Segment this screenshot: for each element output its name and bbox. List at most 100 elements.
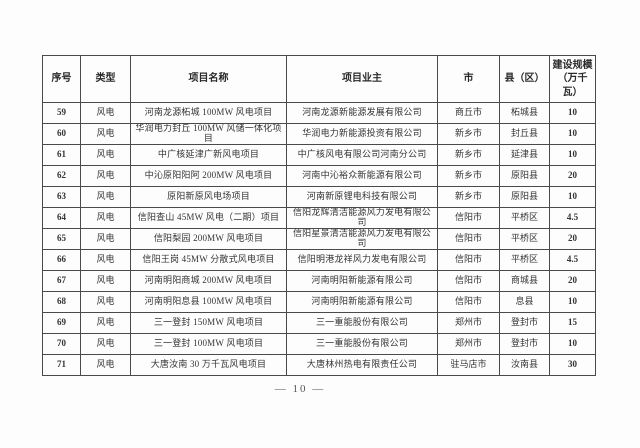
cell-city: 新乡市 xyxy=(437,186,500,208)
table-header-row: 序号 类型 项目名称 项目业主市县（区） 建设规模 （万千瓦） xyxy=(42,55,596,103)
wind-projects-table: 序号 类型 项目名称 项目业主市县（区） 建设规模 （万千瓦） 59 风电 河南龙源柘城 1… xyxy=(42,55,596,376)
cell-scale: 10 xyxy=(549,123,596,145)
cell-owner: 大唐林州热电有限责任公司 xyxy=(286,354,438,376)
cell-index: 59 xyxy=(42,102,81,124)
cell-name: 河南明阳息县 100MW 风电项目 xyxy=(130,291,287,313)
cell-index: 67 xyxy=(42,270,81,292)
cell-index: 62 xyxy=(42,165,81,187)
table-row: 69 风电 三一登封 150MW 风电项目 三一重能股份有限公司 郑州市 登封市 15 xyxy=(42,312,596,334)
table-row: 66 风电 信阳王岗 45MW 分散式风电项目 信阳明港龙祥风力发电有限公司 信阳市 平桥… xyxy=(42,249,596,271)
cell-name: 原阳新原风电场项目 xyxy=(130,186,287,208)
cell-county: 原阳县 xyxy=(499,186,550,208)
page-number: — 10 — xyxy=(274,383,326,395)
cell-scale: 10 xyxy=(549,291,596,313)
cell-owner: 信阳明港龙祥风力发电有限公司 xyxy=(286,249,438,271)
cell-owner: 河南龙源新能源发展有限公司 xyxy=(286,102,438,124)
cell-owner: 信阳星景清洁能源风力发电有限公司 xyxy=(286,228,438,250)
cell-city: 新乡市 xyxy=(437,123,500,145)
table-row: 61 风电 中广核延津广新风电项目 中广核风电有限公司河南分公司 新乡市 延津县 10 xyxy=(42,144,596,166)
cell-index: 71 xyxy=(42,354,81,376)
cell-type: 风电 xyxy=(80,312,131,334)
cell-city: 信阳市 xyxy=(437,270,500,292)
column-header-county: 县（区） xyxy=(499,55,550,103)
cell-name: 信阳查山 45MW 风电（二期）项目 xyxy=(130,207,287,229)
cell-county: 封丘县 xyxy=(499,123,550,145)
cell-type: 风电 xyxy=(80,354,131,376)
cell-type: 风电 xyxy=(80,270,131,292)
cell-type: 风电 xyxy=(80,291,131,313)
cell-index: 64 xyxy=(42,207,81,229)
cell-scale: 10 xyxy=(549,186,596,208)
cell-scale: 15 xyxy=(549,312,596,334)
cell-city: 新乡市 xyxy=(437,144,500,166)
cell-index: 65 xyxy=(42,228,81,250)
cell-scale: 20 xyxy=(549,165,596,187)
column-header-name: 项目名称 xyxy=(130,55,287,103)
cell-scale: 10 xyxy=(549,144,596,166)
table-row: 65 风电 信阳梨园 200MW 风电项目 信阳星景清洁能源风力发电有限公司 信阳市 平桥… xyxy=(42,228,596,250)
cell-city: 信阳市 xyxy=(437,207,500,229)
cell-index: 68 xyxy=(42,291,81,313)
cell-name: 中广核延津广新风电项目 xyxy=(130,144,287,166)
cell-owner: 河南明阳新能源有限公司 xyxy=(286,291,438,313)
cell-owner: 河南明阳新能源有限公司 xyxy=(286,270,438,292)
table-row: 63 风电 原阳新原风电场项目 河南新原锂电科技有限公司 新乡市 原阳县 10 xyxy=(42,186,596,208)
cell-type: 风电 xyxy=(80,123,131,145)
table-row: 71 风电 大唐汝南 30 万千瓦风电项目 大唐林州热电有限责任公司 驻马店市 汝南县 30 xyxy=(42,354,596,376)
cell-owner: 河南中沁裕众新能源有限公司 xyxy=(286,165,438,187)
column-header-scale: 建设规模 （万千瓦） xyxy=(549,55,596,103)
cell-index: 66 xyxy=(42,249,81,271)
cell-scale: 4.5 xyxy=(549,249,596,271)
table-row: 62 风电 中沁原阳阳阿 200MW 风电项目 河南中沁裕众新能源有限公司 新乡市 原阳县… xyxy=(42,165,596,187)
cell-type: 风电 xyxy=(80,207,131,229)
cell-owner: 华润电力新能源投资有限公司 xyxy=(286,123,438,145)
cell-county: 延津县 xyxy=(499,144,550,166)
cell-owner: 河南新原锂电科技有限公司 xyxy=(286,186,438,208)
cell-type: 风电 xyxy=(80,333,131,355)
cell-county: 平桥区 xyxy=(499,249,550,271)
column-header-type: 类型 xyxy=(80,55,131,103)
cell-county: 汝南县 xyxy=(499,354,550,376)
cell-city: 商丘市 xyxy=(437,102,500,124)
column-header-index: 序号 xyxy=(42,55,81,103)
cell-name: 信阳王岗 45MW 分散式风电项目 xyxy=(130,249,287,271)
cell-type: 风电 xyxy=(80,228,131,250)
cell-city: 郑州市 xyxy=(437,312,500,334)
cell-name: 华润电力封丘 100MW 风储一体化项目 xyxy=(130,123,287,145)
cell-city: 信阳市 xyxy=(437,249,500,271)
cell-scale: 10 xyxy=(549,333,596,355)
cell-county: 登封市 xyxy=(499,312,550,334)
table-row: 59 风电 河南龙源柘城 100MW 风电项目 河南龙源新能源发展有限公司 商丘市 柘城县… xyxy=(42,102,596,124)
column-header-city: 市 xyxy=(437,55,500,103)
cell-city: 信阳市 xyxy=(437,291,500,313)
cell-index: 69 xyxy=(42,312,81,334)
column-header-owner: 项目业主 xyxy=(286,55,438,103)
cell-city: 信阳市 xyxy=(437,228,500,250)
cell-scale: 4.5 xyxy=(549,207,596,229)
cell-city: 郑州市 xyxy=(437,333,500,355)
cell-county: 登封市 xyxy=(499,333,550,355)
cell-scale: 30 xyxy=(549,354,596,376)
cell-name: 大唐汝南 30 万千瓦风电项目 xyxy=(130,354,287,376)
table-body: 59 风电 河南龙源柘城 100MW 风电项目 河南龙源新能源发展有限公司 商丘市 柘城县… xyxy=(42,102,596,376)
cell-owner: 三一重能股份有限公司 xyxy=(286,312,438,334)
cell-county: 平桥区 xyxy=(499,228,550,250)
cell-city: 驻马店市 xyxy=(437,354,500,376)
cell-scale: 10 xyxy=(549,102,596,124)
cell-owner: 信阳龙辉清洁能源风力发电有限公司 xyxy=(286,207,438,229)
cell-type: 风电 xyxy=(80,165,131,187)
cell-type: 风电 xyxy=(80,144,131,166)
cell-index: 70 xyxy=(42,333,81,355)
table-row: 68 风电 河南明阳息县 100MW 风电项目 河南明阳新能源有限公司 信阳市 息县 10 xyxy=(42,291,596,313)
table-row: 67 风电 河南明阳商城 200MW 风电项目 河南明阳新能源有限公司 信阳市 商城县 20 xyxy=(42,270,596,292)
cell-name: 三一登封 100MW 风电项目 xyxy=(130,333,287,355)
cell-owner: 三一重能股份有限公司 xyxy=(286,333,438,355)
table-row: 60 风电 华润电力封丘 100MW 风储一体化项目 华润电力新能源投资有限公司 新乡市… xyxy=(42,123,596,145)
cell-county: 商城县 xyxy=(499,270,550,292)
cell-name: 信阳梨园 200MW 风电项目 xyxy=(130,228,287,250)
cell-scale: 20 xyxy=(549,270,596,292)
cell-type: 风电 xyxy=(80,249,131,271)
cell-index: 60 xyxy=(42,123,81,145)
cell-scale: 20 xyxy=(549,228,596,250)
